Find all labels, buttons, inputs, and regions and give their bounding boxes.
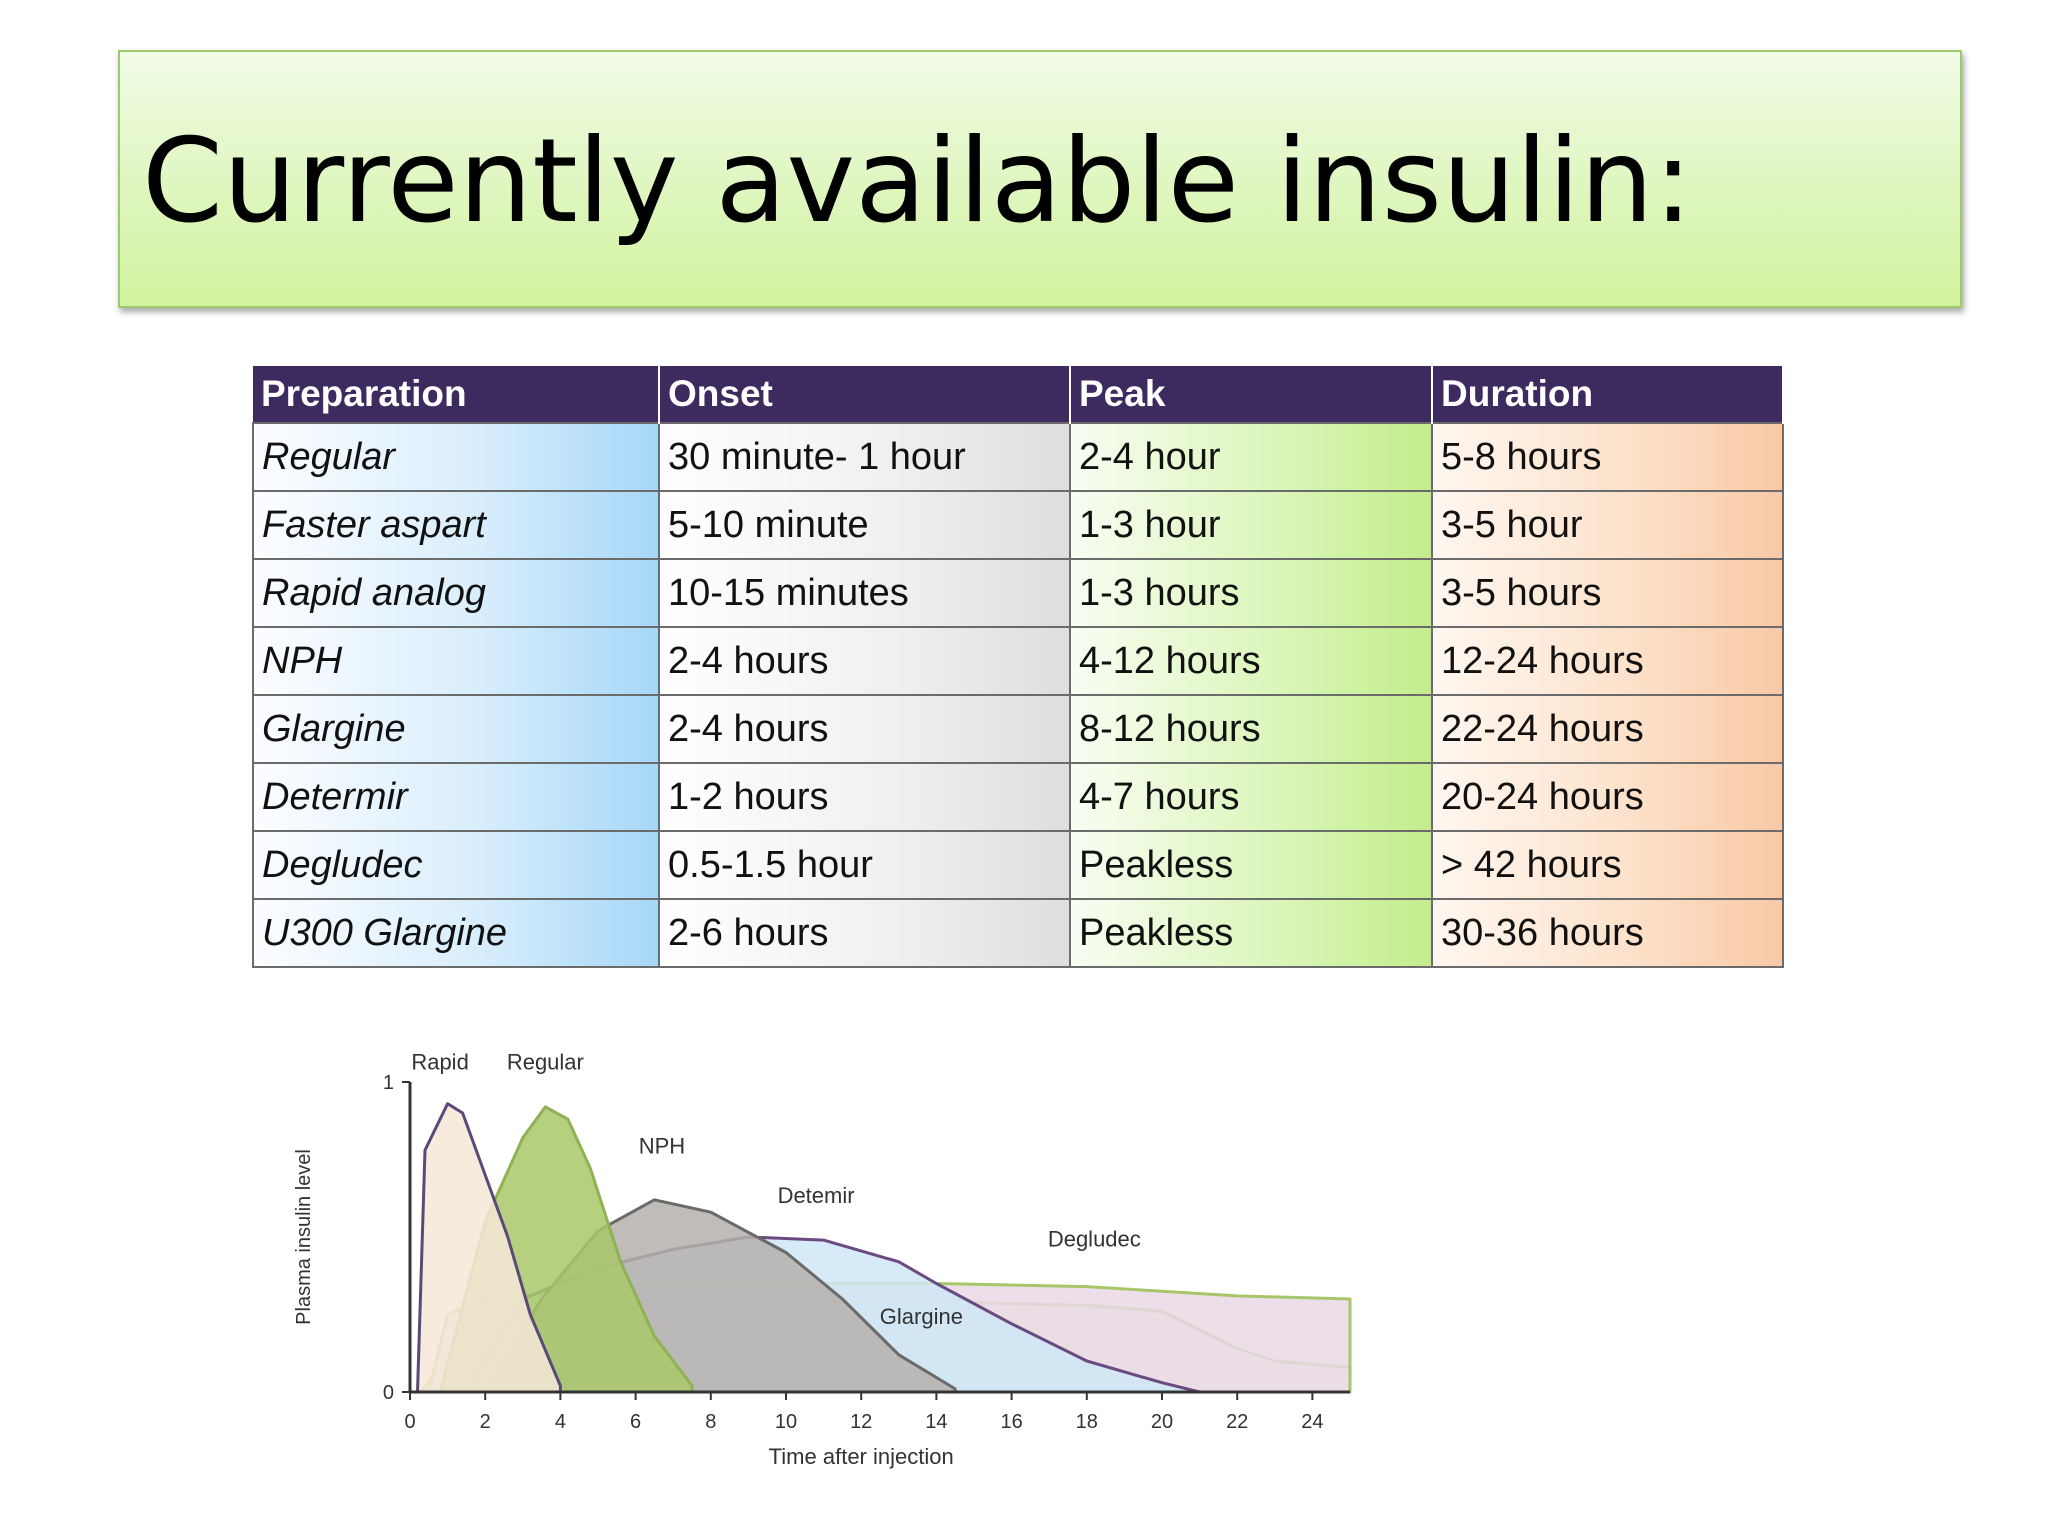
- table-row: U300 Glargine 2-6 hours Peakless 30-36 h…: [252, 898, 1784, 968]
- cell-duration: 3-5 hour: [1431, 490, 1784, 560]
- cell-onset: 1-2 hours: [658, 762, 1071, 832]
- cell-onset: 2-4 hours: [658, 626, 1071, 696]
- cell-preparation: U300 Glargine: [252, 898, 660, 968]
- x-tick-label: 6: [630, 1411, 641, 1433]
- table-row: Faster aspart 5-10 minute 1-3 hour 3-5 h…: [252, 490, 1784, 560]
- title-banner: Currently available insulin:: [118, 50, 1962, 308]
- x-tick-label: 8: [705, 1411, 716, 1433]
- header-preparation: Preparation: [253, 366, 660, 423]
- cell-duration: 5-8 hours: [1431, 422, 1784, 492]
- cell-peak: 1-3 hours: [1069, 558, 1433, 628]
- cell-preparation: Degludec: [252, 830, 660, 900]
- cell-onset: 0.5-1.5 hour: [658, 830, 1071, 900]
- table-header-row: Preparation Onset Peak Duration: [253, 366, 1784, 423]
- series-label-rapid: Rapid: [411, 1050, 468, 1075]
- cell-preparation: Glargine: [252, 694, 660, 764]
- cell-duration: 3-5 hours: [1431, 558, 1784, 628]
- x-tick-label: 2: [480, 1411, 491, 1433]
- x-tick-label: 10: [775, 1411, 797, 1433]
- cell-peak: 4-7 hours: [1069, 762, 1433, 832]
- cell-onset: 10-15 minutes: [658, 558, 1071, 628]
- area-rapid: [416, 1102, 562, 1394]
- cell-duration: 12-24 hours: [1431, 626, 1784, 696]
- cell-onset: 30 minute- 1 hour: [658, 422, 1071, 492]
- cell-duration: > 42 hours: [1431, 830, 1784, 900]
- series-label-detemir: Detemir: [778, 1183, 855, 1208]
- cell-onset: 5-10 minute: [658, 490, 1071, 560]
- table-row: Regular 30 minute- 1 hour 2-4 hour 5-8 h…: [252, 422, 1784, 492]
- insulin-table: Preparation Onset Peak Duration Regular …: [252, 366, 1784, 968]
- slide-title: Currently available insulin:: [142, 114, 1693, 249]
- header-duration: Duration: [1432, 366, 1784, 423]
- y-axis-label: Plasma insulin level: [293, 1149, 315, 1325]
- cell-peak: Peakless: [1069, 830, 1433, 900]
- cell-peak: 1-3 hour: [1069, 490, 1433, 560]
- cell-onset: 2-6 hours: [658, 898, 1071, 968]
- series-label-glargine: Glargine: [880, 1304, 963, 1329]
- cell-duration: 30-36 hours: [1431, 898, 1784, 968]
- table-row: Glargine 2-4 hours 8-12 hours 22-24 hour…: [252, 694, 1784, 764]
- table-row: Determir 1-2 hours 4-7 hours 20-24 hours: [252, 762, 1784, 832]
- x-tick-label: 22: [1226, 1411, 1248, 1433]
- x-tick-label: 20: [1151, 1411, 1173, 1433]
- cell-preparation: Determir: [252, 762, 660, 832]
- y-tick-label: 1: [383, 1072, 394, 1094]
- header-peak: Peak: [1070, 366, 1433, 423]
- series-label-regular: Regular: [507, 1050, 584, 1075]
- x-tick-label: 12: [850, 1411, 872, 1433]
- cell-peak: 8-12 hours: [1069, 694, 1433, 764]
- x-tick-label: 16: [1000, 1411, 1022, 1433]
- x-axis-label: Time after injection: [769, 1444, 954, 1469]
- cell-peak: 2-4 hour: [1069, 422, 1433, 492]
- series-label-nph: NPH: [639, 1133, 685, 1158]
- y-tick-label: 0: [383, 1382, 394, 1404]
- x-tick-label: 14: [925, 1411, 947, 1433]
- cell-preparation: Regular: [252, 422, 660, 492]
- x-tick-label: 18: [1076, 1411, 1098, 1433]
- x-tick-label: 0: [404, 1411, 415, 1433]
- cell-duration: 20-24 hours: [1431, 762, 1784, 832]
- header-onset: Onset: [659, 366, 1071, 423]
- cell-peak: 4-12 hours: [1069, 626, 1433, 696]
- x-tick-label: 24: [1301, 1411, 1323, 1433]
- cell-preparation: Rapid analog: [252, 558, 660, 628]
- insulin-profile-chart: 0 2 4 6 8 10 12 14 16 18 20 22 24 0 1 Time after inject…: [270, 1000, 1450, 1500]
- chart-labels: Rapid Regular NPH Detemir Degludec Glargine: [411, 1050, 1140, 1329]
- table-row: Degludec 0.5-1.5 hour Peakless > 42 hour…: [252, 830, 1784, 900]
- series-label-degludec: Degludec: [1048, 1226, 1141, 1251]
- cell-preparation: Faster aspart: [252, 490, 660, 560]
- table-row: Rapid analog 10-15 minutes 1-3 hours 3-5…: [252, 558, 1784, 628]
- cell-preparation: NPH: [252, 626, 660, 696]
- cell-onset: 2-4 hours: [658, 694, 1071, 764]
- cell-peak: Peakless: [1069, 898, 1433, 968]
- chart-areas: [416, 1102, 1352, 1394]
- table-row: NPH 2-4 hours 4-12 hours 12-24 hours: [252, 626, 1784, 696]
- cell-duration: 22-24 hours: [1431, 694, 1784, 764]
- x-tick-label: 4: [555, 1411, 566, 1433]
